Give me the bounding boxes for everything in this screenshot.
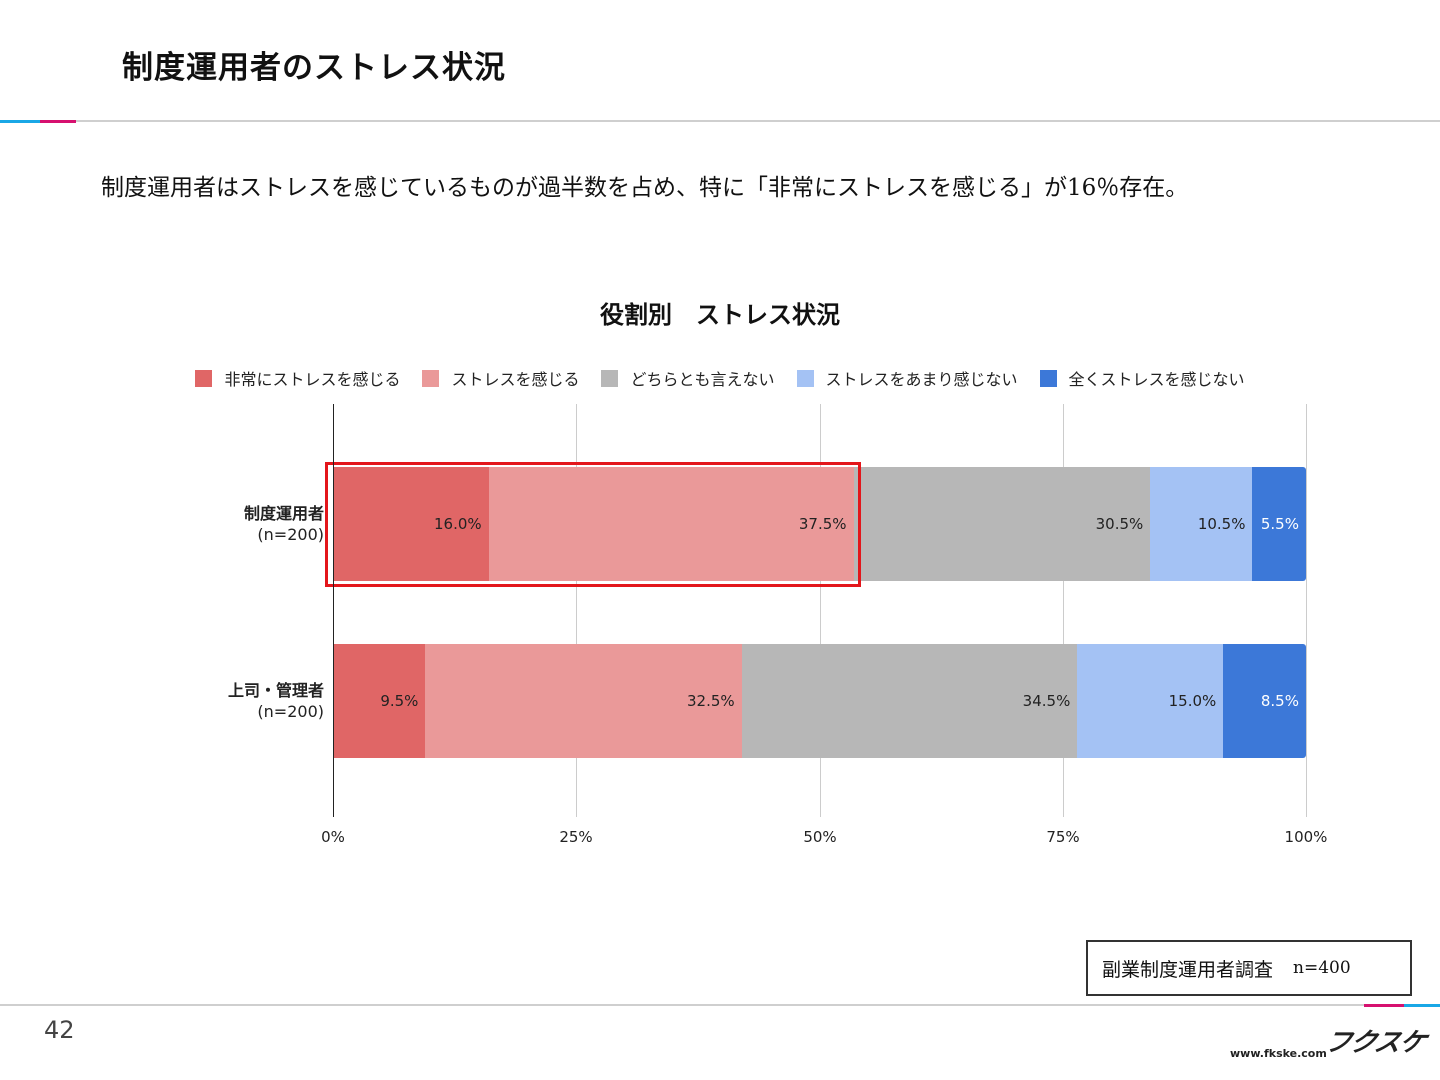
slide-title: 制度運用者のストレス状況 [122,50,506,86]
legend-item: 非常にストレスを感じる [195,366,400,390]
bar-segment: 8.5% [1223,644,1306,758]
legend-item: ストレスを感じる [422,366,579,390]
bar-segment: 5.5% [1252,467,1306,581]
legend-label: 非常にストレスを感じる [224,370,401,389]
bar-segment: 15.0% [1077,644,1224,758]
legend-item: 全くストレスを感じない [1039,366,1245,390]
category-label: 制度運用者 (n=200) [150,503,324,545]
gridline [576,404,577,817]
title-accent-pink [40,120,76,123]
category-name: 制度運用者 [243,504,324,523]
source-box: 副業制度運用者調査 n=400 [1086,940,1412,996]
data-label: 10.5% [1197,515,1246,533]
legend-swatch [796,369,814,387]
title-divider [0,120,1440,122]
page-number: 42 [44,1016,75,1044]
title-accent-blue [0,120,40,123]
data-label: 9.5% [380,692,419,710]
footer-divider [0,1004,1440,1006]
category-label: 上司・管理者 (n=200) [150,680,324,722]
x-tick-label: 50% [803,828,837,846]
bar-segment: 10.5% [1150,467,1253,581]
legend-swatch [1039,369,1057,387]
bar-segment: 34.5% [741,644,1078,758]
source-label: 副業制度運用者調査 [1102,958,1274,981]
gridline [1063,404,1064,817]
data-label: 16.0% [434,515,482,533]
legend-swatch [601,369,619,387]
x-tick-label: 0% [321,828,345,846]
data-label: 30.5% [1095,515,1144,533]
legend-label: ストレスを感じる [451,370,580,389]
y-axis-line [333,404,334,817]
x-tick-label: 100% [1284,828,1328,846]
highlight-frame [325,462,861,587]
footer-accent-blue [1404,1004,1440,1007]
legend-swatch [422,369,440,387]
data-label: 32.5% [686,692,735,710]
gridline [820,404,821,817]
legend-label: どちらとも言えない [630,370,775,389]
chart-legend: 非常にストレスを感じる ストレスを感じる どちらとも言えない ストレスをあまり感じない… [0,366,1440,390]
source-n: n=400 [1293,958,1351,978]
legend-swatch [195,369,213,387]
data-label: 34.5% [1022,692,1071,710]
chart-title: 役割別 ストレス状況 [600,300,840,329]
data-label: 5.5% [1260,515,1299,533]
footer-accent-pink [1364,1004,1404,1007]
legend-label: 全くストレスを感じない [1068,370,1245,389]
category-name: 上司・管理者 [227,681,324,700]
bar-segment: 37.5% [488,467,854,581]
gridline [1306,404,1307,817]
legend-item: ストレスをあまり感じない [796,366,1018,390]
category-sample-size: (n=200) [257,525,324,544]
bar-segment: 30.5% [853,467,1151,581]
data-label: 15.0% [1168,692,1217,710]
brand-url: www.fkske.com [1230,1047,1327,1060]
data-label: 8.5% [1260,692,1299,710]
x-tick-label: 75% [1046,828,1080,846]
legend-label: ストレスをあまり感じない [825,370,1018,389]
brand-logo: フクスケ [1322,1028,1428,1058]
x-tick-label: 25% [559,828,593,846]
bar-segment: 16.0% [333,467,489,581]
summary-text: 制度運用者はストレスを感じているものが過半数を占め、特に「非常にストレスを感じる… [101,175,1189,201]
bar-segment: 9.5% [333,644,426,758]
category-sample-size: (n=200) [257,702,324,721]
data-label: 37.5% [798,515,847,533]
legend-item: どちらとも言えない [601,366,775,390]
bar-segment: 32.5% [425,644,742,758]
